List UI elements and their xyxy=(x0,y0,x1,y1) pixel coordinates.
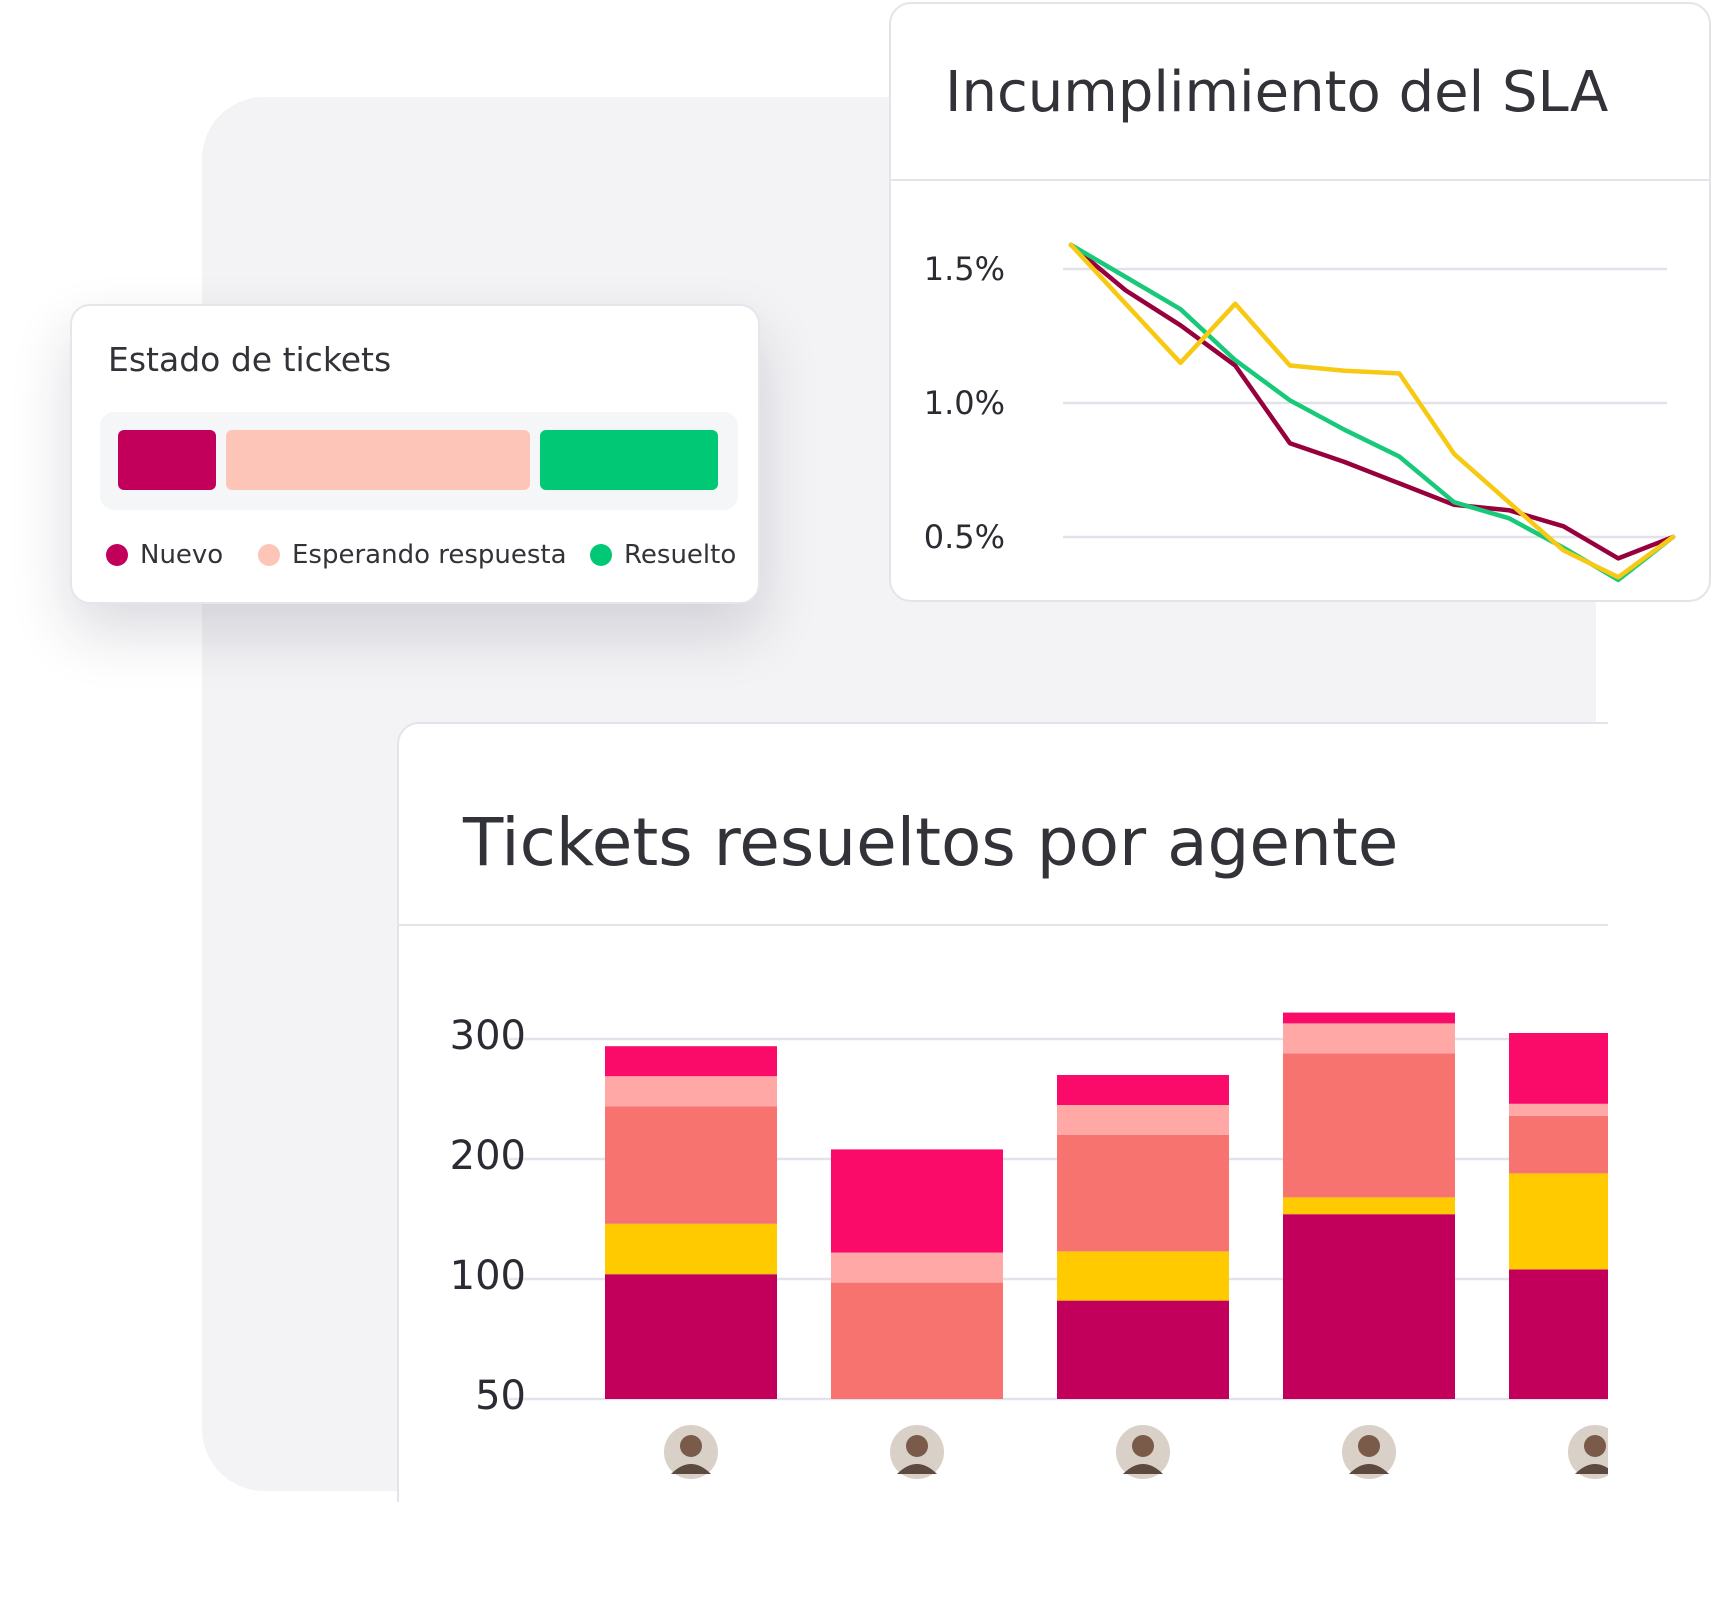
sla-y-tick-label: 0.5% xyxy=(924,518,1005,556)
status-segment-esperando[interactable] xyxy=(226,430,530,490)
bar-segment[interactable] xyxy=(1057,1105,1229,1135)
bar-segment[interactable] xyxy=(1509,1269,1608,1399)
bar-y-tick-label: 300 xyxy=(450,1013,526,1059)
bar-segment[interactable] xyxy=(831,1149,1003,1253)
agent-avatar[interactable] xyxy=(890,1425,944,1479)
sla-y-tick-label: 1.5% xyxy=(924,250,1005,288)
bar-segment[interactable] xyxy=(1283,1053,1455,1198)
status-segment-nuevo[interactable] xyxy=(118,430,216,490)
bar-divider xyxy=(399,924,1608,926)
legend-item-nuevo: Nuevo xyxy=(106,540,223,570)
bar-segment[interactable] xyxy=(605,1106,777,1224)
sla-card: Incumplimiento del SLA 1.5% 1.0% 0.5% xyxy=(889,2,1711,602)
bar-y-tick-label: 100 xyxy=(450,1253,526,1299)
legend-dot-esperando xyxy=(258,544,280,566)
bar-segment[interactable] xyxy=(1509,1033,1608,1104)
sla-divider xyxy=(891,179,1709,181)
bar-segment[interactable] xyxy=(605,1223,777,1275)
legend-dot-nuevo xyxy=(106,544,128,566)
sla-y-tick-label: 1.0% xyxy=(924,384,1005,422)
status-card-title: Estado de tickets xyxy=(108,340,392,379)
bar-segment[interactable] xyxy=(1283,1197,1455,1215)
bar-segment[interactable] xyxy=(1057,1075,1229,1105)
legend-dot-resuelto xyxy=(590,544,612,566)
bar-segment[interactable] xyxy=(605,1076,777,1107)
bar-segment[interactable] xyxy=(1057,1135,1229,1252)
status-segment-resuelto[interactable] xyxy=(540,430,718,490)
legend-item-resuelto: Resuelto xyxy=(590,540,736,570)
agent-avatar[interactable] xyxy=(664,1425,718,1479)
ticket-status-card: Estado de tickets Nuevo Esperando respue… xyxy=(70,304,760,604)
bar-segment[interactable] xyxy=(1057,1251,1229,1301)
legend-label-resuelto: Resuelto xyxy=(624,540,737,570)
bar-segment[interactable] xyxy=(831,1282,1003,1399)
bar-segment[interactable] xyxy=(1509,1115,1608,1174)
bar-y-tick-label: 200 xyxy=(450,1133,526,1179)
legend-label-nuevo: Nuevo xyxy=(140,540,224,570)
tickets-per-agent-card: Tickets resueltos por agente 300 200 100 50 xyxy=(397,722,1608,1502)
bar-segment[interactable] xyxy=(1283,1012,1455,1024)
bar-segment[interactable] xyxy=(1283,1214,1455,1399)
bar-segment[interactable] xyxy=(1509,1103,1608,1116)
legend-item-esperando: Esperando respuesta xyxy=(258,540,567,570)
status-bar-track xyxy=(100,412,738,510)
sla-series-line xyxy=(1068,242,1676,580)
agent-avatar[interactable] xyxy=(1342,1425,1396,1479)
sla-line-chart: 1.5% 1.0% 0.5% xyxy=(924,242,1676,583)
bar-segment[interactable] xyxy=(831,1252,1003,1283)
bar-y-tick-label: 50 xyxy=(475,1373,526,1419)
bar-segment[interactable] xyxy=(1509,1173,1608,1270)
bar-segment[interactable] xyxy=(1057,1300,1229,1399)
bar-segment[interactable] xyxy=(1283,1023,1455,1054)
bar-segment[interactable] xyxy=(605,1274,777,1399)
agent-avatar[interactable] xyxy=(1116,1425,1170,1479)
legend-label-esperando: Esperando respuesta xyxy=(292,540,567,570)
sla-series-line xyxy=(1068,242,1676,561)
sla-series-line xyxy=(1068,242,1676,583)
bar-chart-title: Tickets resueltos por agente xyxy=(463,804,1399,881)
agent-avatar[interactable] xyxy=(1568,1425,1608,1479)
tickets-bar-chart: 300 200 100 50 xyxy=(450,1012,1608,1479)
bar-segment[interactable] xyxy=(605,1046,777,1077)
sla-chart-title: Incumplimiento del SLA xyxy=(945,60,1609,125)
